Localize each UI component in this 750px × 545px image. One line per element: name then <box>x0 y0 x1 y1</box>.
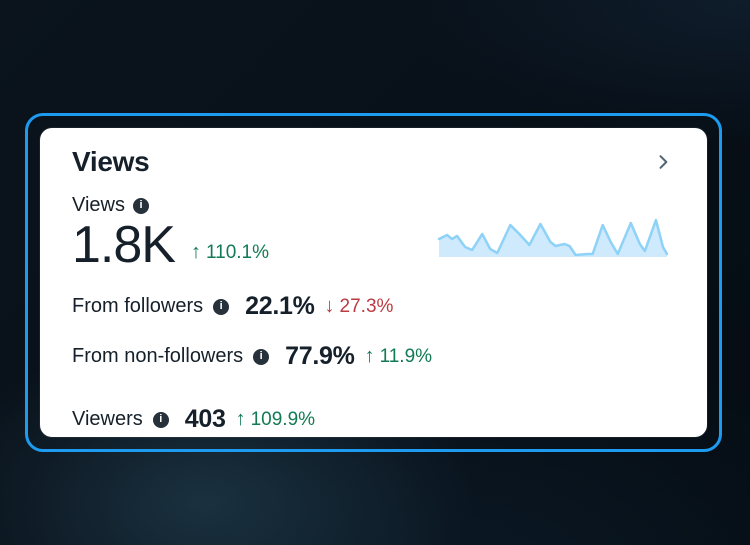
metric-row: 1.8K ↑ 110.1% <box>72 218 675 271</box>
metric-change-value: 110.1% <box>205 241 270 263</box>
stat-value: 22.1% <box>245 292 315 320</box>
stat-label: Viewers <box>72 408 143 430</box>
stat-value: 77.9% <box>285 342 355 370</box>
arrow-up-icon: ↑ <box>235 408 246 430</box>
metric-value: 1.8K <box>72 216 176 274</box>
arrow-down-icon: ↓ <box>324 295 335 317</box>
stat-change-value: 11.9% <box>379 345 433 367</box>
stat-value: 403 <box>184 405 226 433</box>
stat-change-value: 109.9% <box>250 408 316 430</box>
card-header: Views <box>72 146 675 178</box>
stat-label: From followers <box>72 295 204 317</box>
chevron-right-icon[interactable] <box>651 150 675 174</box>
views-card[interactable]: Views Views 1.8K ↑ 110.1% From fo <box>40 128 707 437</box>
info-icon[interactable] <box>253 348 270 365</box>
stat-change: ↑ 11.9% <box>365 345 432 368</box>
info-icon[interactable] <box>213 298 230 315</box>
views-card-outline: Views Views 1.8K ↑ 110.1% From fo <box>25 113 722 452</box>
metric-main: 1.8K ↑ 110.1% <box>72 219 269 271</box>
sparkline-area <box>439 220 667 257</box>
metric-change: ↑ 110.1% <box>191 241 269 264</box>
metric-label-row: Views <box>72 194 675 217</box>
stat-row-from-non-followers: From non-followers 77.9% ↑ 11.9% <box>72 342 675 371</box>
stat-change: ↑ 109.9% <box>236 408 315 431</box>
metric-label: Views <box>72 194 125 216</box>
stat-label: From non-followers <box>72 345 244 367</box>
info-icon[interactable] <box>133 197 149 214</box>
arrow-up-icon: ↑ <box>364 345 375 367</box>
card-title: Views <box>72 146 150 177</box>
stat-row-viewers: Viewers 403 ↑ 109.9% <box>72 405 675 434</box>
sparkline-line <box>437 218 669 257</box>
stat-change-value: 27.3% <box>339 295 394 317</box>
stat-change: ↓ 27.3% <box>325 295 394 318</box>
stat-row-from-followers: From followers 22.1% ↓ 27.3% <box>72 292 675 321</box>
views-sparkline-chart <box>437 218 669 257</box>
info-icon[interactable] <box>152 411 169 428</box>
arrow-up-icon: ↑ <box>190 241 201 263</box>
